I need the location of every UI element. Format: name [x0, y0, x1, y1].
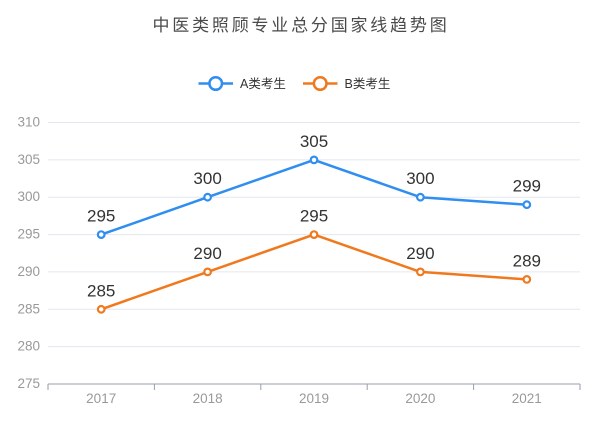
svg-text:295: 295 [87, 207, 115, 226]
svg-text:310: 310 [17, 115, 40, 130]
svg-text:2017: 2017 [86, 391, 116, 406]
svg-text:289: 289 [513, 251, 541, 270]
svg-text:295: 295 [17, 227, 40, 242]
svg-text:290: 290 [17, 264, 40, 279]
svg-text:285: 285 [17, 301, 40, 316]
svg-text:290: 290 [406, 244, 434, 263]
svg-text:A类考生: A类考生 [240, 77, 286, 91]
svg-text:300: 300 [17, 189, 40, 204]
svg-text:2019: 2019 [299, 391, 329, 406]
svg-text:290: 290 [193, 244, 221, 263]
svg-text:299: 299 [513, 177, 541, 196]
svg-text:275: 275 [17, 376, 40, 391]
svg-text:B类考生: B类考生 [345, 77, 391, 91]
svg-text:295: 295 [300, 207, 328, 226]
svg-text:305: 305 [300, 132, 328, 151]
svg-text:300: 300 [406, 169, 434, 188]
svg-text:2020: 2020 [405, 391, 435, 406]
svg-text:285: 285 [87, 281, 115, 300]
svg-text:2018: 2018 [193, 391, 223, 406]
svg-text:2021: 2021 [512, 391, 542, 406]
svg-text:305: 305 [17, 152, 40, 167]
svg-text:300: 300 [193, 169, 221, 188]
svg-text:280: 280 [17, 339, 40, 354]
